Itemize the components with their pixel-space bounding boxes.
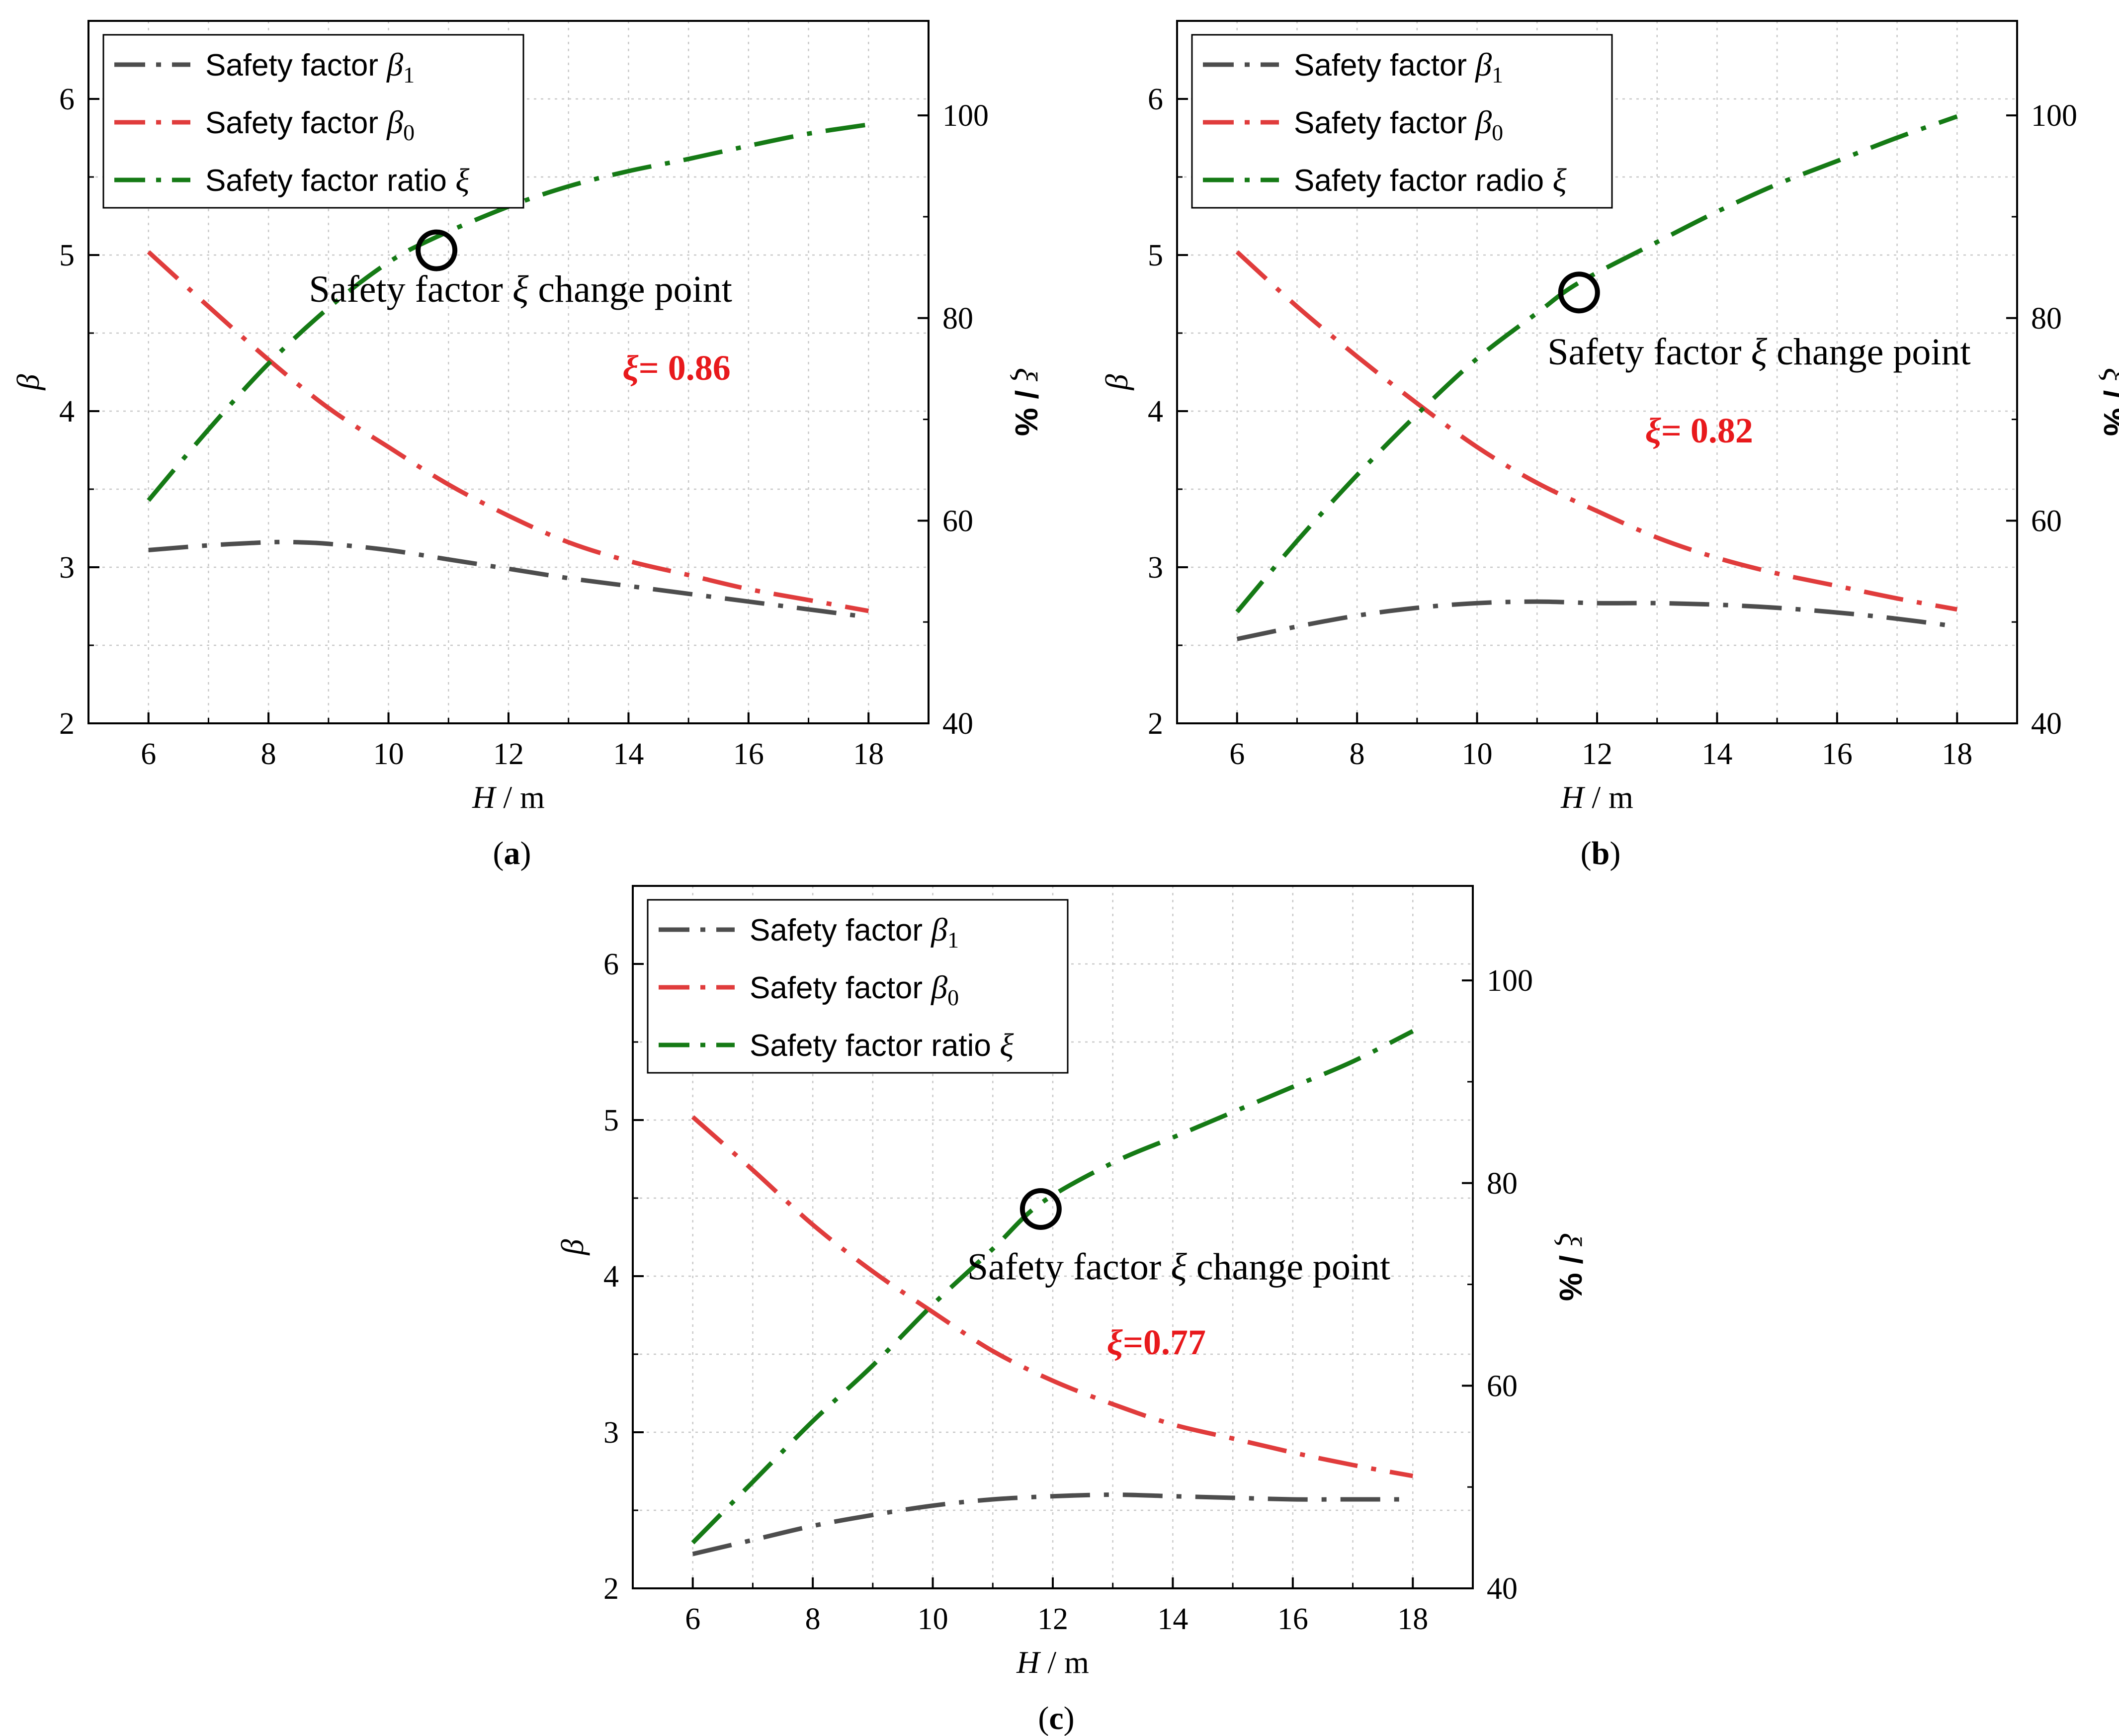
x-tick-label: 12 (493, 737, 524, 771)
y-tick-label: 2 (1148, 707, 1163, 741)
x-tick-label: 10 (1462, 737, 1493, 771)
y-tick-label: 2 (603, 1572, 619, 1606)
y2-tick-label: 60 (2031, 504, 2062, 538)
y-tick-label: 3 (59, 551, 75, 585)
x-tick-label: 12 (1582, 737, 1612, 771)
series-line-xi (147, 122, 869, 502)
y-tick-label: 4 (59, 395, 75, 429)
y2-tick-label: 80 (2031, 302, 2062, 336)
y2-axis-label: ξ / % (1553, 1233, 1589, 1302)
series-line-beta0 (691, 1115, 1414, 1478)
y-tick-label: 5 (59, 239, 75, 272)
x-tick-label: 8 (805, 1602, 821, 1636)
ratio-value-label: ξ= 0.86 (622, 348, 730, 388)
y2-tick-label: 40 (942, 707, 973, 741)
y-tick-label: 6 (603, 948, 619, 981)
series-line-beta0 (1235, 250, 1958, 612)
y2-tick-label: 60 (1487, 1369, 1518, 1403)
legend-entry: Safety factor β0 (205, 104, 415, 145)
y-tick-label: 4 (1148, 395, 1163, 429)
y2-tick-label: 80 (1487, 1167, 1518, 1201)
legend-entry: Safety factor β1 (1294, 47, 1503, 87)
series-line-beta0 (147, 250, 869, 613)
x-tick-label: 16 (1277, 1602, 1308, 1636)
change-point-annotation: Safety factor ξ change point (1547, 331, 1970, 373)
panel-a: 6 8 10 12 14 16 18 2 3 4 5 6 40 60 80 100 H / m β ξ / % Saf… (10, 20, 1044, 871)
x-tick-label: 12 (1037, 1602, 1068, 1636)
x-tick-label: 14 (613, 737, 644, 771)
series-line-beta1 (692, 1492, 1413, 1557)
series-line-beta1 (148, 539, 869, 619)
x-axis-label: H / m (472, 780, 545, 815)
panel-label: (a) (493, 835, 531, 871)
y-tick-label: 6 (1148, 83, 1163, 116)
x-tick-label: 10 (918, 1602, 948, 1636)
legend: Safety factor β1 Safety factor β0 Safety f… (1191, 34, 1613, 209)
legend-entry: Safety factor ratio ξ (205, 162, 470, 198)
ratio-value-label: ξ=0.77 (1107, 1322, 1206, 1362)
legend-entry: Safety factor β1 (750, 912, 959, 953)
y-tick-label: 5 (603, 1104, 619, 1137)
y-axis-label: β (1099, 374, 1134, 391)
x-tick-label: 16 (733, 737, 764, 771)
x-tick-label: 8 (261, 737, 276, 771)
change-point-annotation: Safety factor ξ change point (309, 268, 732, 310)
y-tick-label: 4 (603, 1260, 619, 1294)
y-tick-label: 3 (1148, 551, 1163, 585)
y-tick-label: 6 (59, 83, 75, 116)
y2-tick-label: 40 (1487, 1572, 1518, 1606)
y2-axis-label: ξ / % (1009, 368, 1044, 436)
x-tick-label: 6 (1229, 737, 1245, 771)
y-axis-label: β (555, 1239, 590, 1256)
y-axis-label: β (10, 374, 46, 391)
x-tick-label: 18 (853, 737, 884, 771)
series-line-beta1 (1236, 599, 1957, 641)
x-axis-label: H / m (1560, 780, 1633, 815)
y2-tick-label: 80 (942, 302, 973, 336)
y2-tick-label: 100 (2031, 99, 2077, 133)
x-axis-label: H / m (1016, 1645, 1089, 1680)
panel-b: 6 8 10 12 14 16 18 2 3 4 5 6 40 60 80 100 H / m β ξ / % Saf… (1099, 20, 2119, 871)
y2-tick-label: 100 (942, 99, 989, 133)
change-point-marker (1019, 1188, 1062, 1230)
y2-tick-label: 60 (942, 504, 973, 538)
y2-tick-label: 40 (2031, 707, 2062, 741)
legend: Safety factor β1 Safety factor β0 Safety f… (647, 899, 1069, 1074)
change-point-annotation: Safety factor ξ change point (967, 1246, 1390, 1288)
x-tick-label: 14 (1157, 1602, 1188, 1636)
x-tick-label: 16 (1822, 737, 1853, 771)
y2-tick-label: 100 (1487, 964, 1533, 998)
change-point-marker (416, 229, 458, 271)
x-tick-label: 14 (1701, 737, 1732, 771)
x-tick-label: 6 (685, 1602, 700, 1636)
ratio-value-label: ξ= 0.82 (1645, 411, 1753, 450)
x-tick-label: 8 (1350, 737, 1365, 771)
legend-entry: Safety factor β0 (750, 969, 959, 1010)
panel-label: (b) (1581, 835, 1621, 871)
legend-entry: Safety factor ratio ξ (750, 1027, 1014, 1063)
x-tick-label: 18 (1942, 737, 1972, 771)
panel-label: (c) (1038, 1700, 1074, 1736)
x-tick-label: 6 (141, 737, 156, 771)
y2-axis-label: ξ / % (2097, 368, 2119, 436)
legend-entry: Safety factor β1 (205, 47, 415, 87)
change-point-marker (1558, 271, 1600, 314)
y-tick-label: 5 (1148, 239, 1163, 272)
y-tick-label: 3 (603, 1416, 619, 1450)
x-tick-label: 10 (373, 737, 404, 771)
legend-entry: Safety factor radio ξ (1294, 162, 1567, 198)
panel-c: 6 8 10 12 14 16 18 2 3 4 5 6 40 60 80 100 H / m β ξ / % Saf… (555, 885, 1589, 1736)
legend: Safety factor β1 Safety factor β0 Safety f… (102, 34, 524, 209)
x-tick-label: 18 (1397, 1602, 1428, 1636)
legend-entry: Safety factor β0 (1294, 104, 1503, 145)
series-line-xi (691, 1029, 1414, 1545)
y-tick-label: 2 (59, 707, 75, 741)
series-line-xi (1235, 114, 1958, 613)
